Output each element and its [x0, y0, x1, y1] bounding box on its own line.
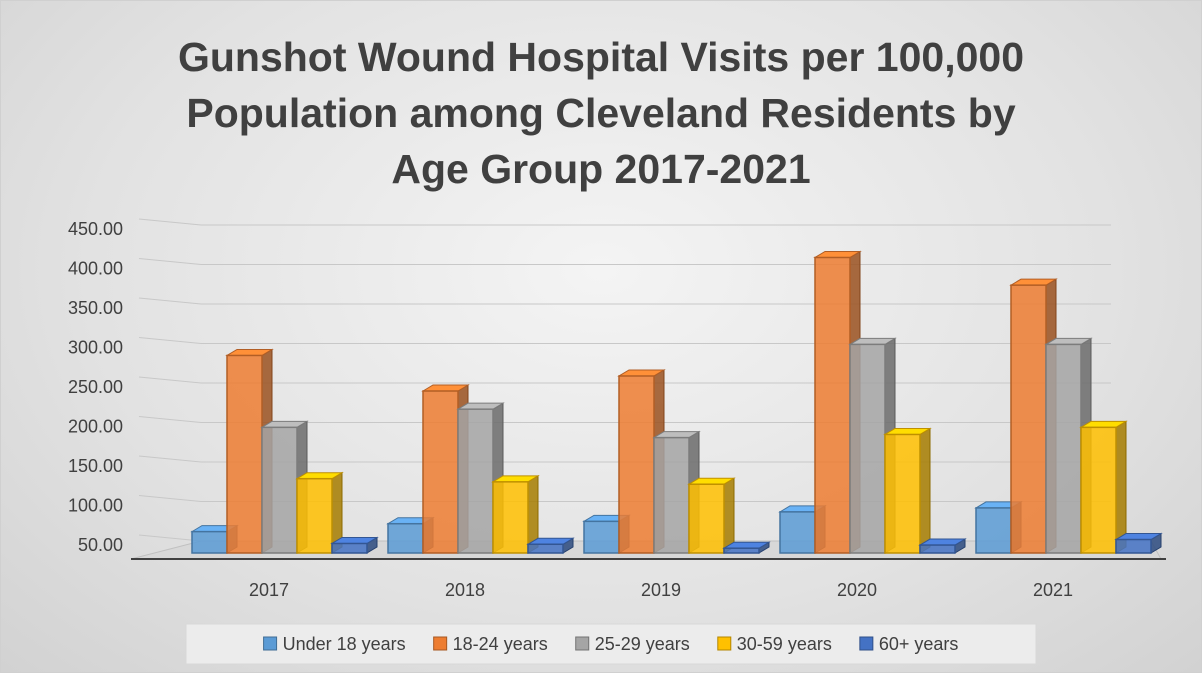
grid-line-side	[138, 218, 202, 226]
y-tick-label: 250.00	[68, 377, 123, 397]
bar	[492, 481, 529, 554]
bar	[422, 390, 459, 554]
bar	[387, 522, 424, 554]
y-tick-label: 150.00	[68, 456, 123, 476]
bar	[618, 375, 655, 554]
bar	[688, 483, 725, 554]
bar	[779, 511, 816, 554]
bar-side	[723, 477, 735, 554]
bar	[527, 543, 564, 554]
grid-line-side	[138, 416, 202, 423]
legend-swatch	[859, 636, 874, 651]
grid-line-side	[138, 495, 202, 502]
legend-label: 60+ years	[879, 634, 959, 654]
legend-swatch	[433, 636, 448, 651]
y-tick-label: 100.00	[68, 495, 123, 515]
bar-side	[919, 427, 931, 554]
bar	[226, 354, 263, 554]
legend-box	[185, 623, 1037, 665]
y-tick-label: 300.00	[68, 337, 123, 357]
grid-line-side	[138, 455, 202, 463]
legend-label: Under 18 years	[283, 634, 406, 654]
bar	[723, 547, 760, 554]
bar	[457, 408, 494, 554]
bar	[191, 530, 228, 554]
grid-line-side	[138, 534, 202, 542]
legend-swatch	[575, 636, 590, 651]
y-tick-label: 200.00	[68, 416, 123, 436]
bar	[884, 433, 921, 554]
y-tick-label: 350.00	[68, 298, 123, 318]
grid-line-side	[138, 337, 202, 344]
y-tick-label: 400.00	[68, 258, 123, 278]
bar	[1045, 343, 1082, 554]
legend-swatch	[717, 636, 732, 651]
x-tick-label: 2021	[1033, 580, 1073, 600]
y-tick-label: 50.00	[78, 535, 123, 555]
y-tick-label: 450.00	[68, 219, 123, 239]
bar	[653, 436, 690, 554]
grid-line-side	[138, 258, 202, 265]
bar	[1080, 426, 1117, 554]
bar-side	[1115, 420, 1127, 554]
bar	[583, 520, 620, 554]
legend-label: 25-29 years	[595, 634, 690, 654]
legend-label: 30-59 years	[737, 634, 832, 654]
bar	[1115, 538, 1152, 554]
chart-title: Gunshot Wound Hospital Visits per 100,00…	[177, 34, 1024, 192]
bar	[975, 507, 1012, 554]
x-tick-label: 2018	[445, 580, 485, 600]
legend-swatch	[263, 636, 278, 651]
grid-line-side	[138, 297, 202, 305]
x-tick-label: 2017	[249, 580, 289, 600]
x-tick-label: 2019	[641, 580, 681, 600]
bar	[814, 256, 851, 554]
legend-label: 18-24 years	[453, 634, 548, 654]
x-tick-label: 2020	[837, 580, 877, 600]
bar	[296, 477, 333, 554]
bar	[261, 426, 298, 554]
grid-line-side	[138, 376, 202, 384]
bar	[1010, 284, 1047, 554]
bar	[919, 544, 956, 554]
bar	[331, 542, 368, 554]
bar	[849, 343, 886, 554]
